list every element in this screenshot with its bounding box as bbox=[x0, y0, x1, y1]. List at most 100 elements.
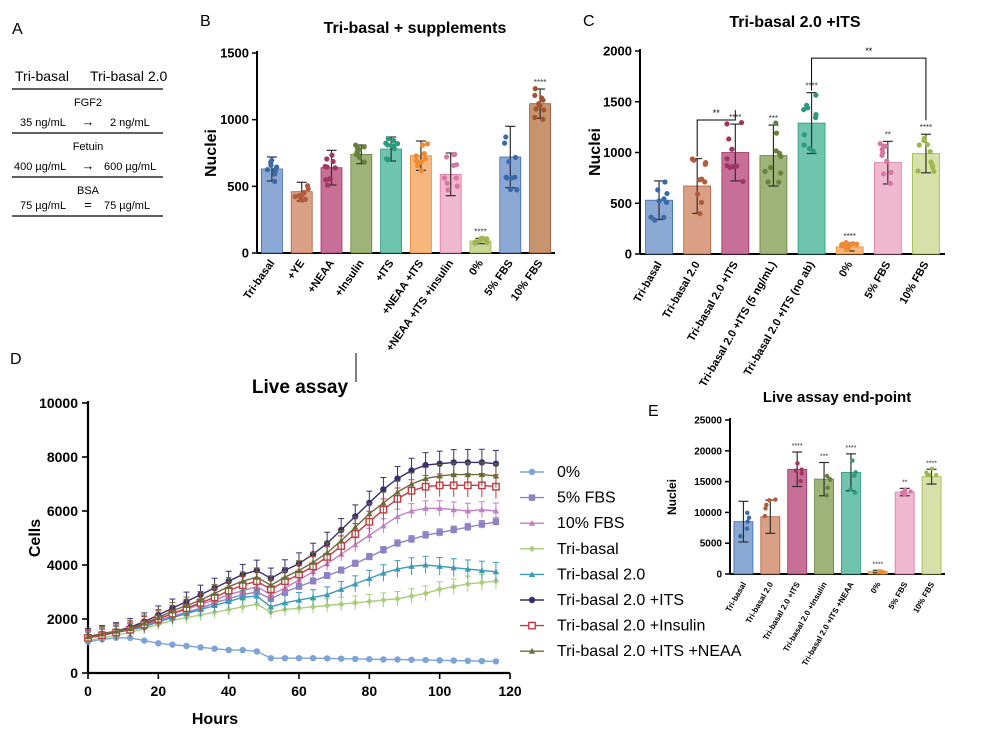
data-point bbox=[464, 657, 471, 665]
data-point bbox=[540, 116, 546, 122]
data-point bbox=[767, 498, 772, 503]
data-point bbox=[506, 159, 512, 165]
data-point bbox=[484, 240, 490, 246]
data-point bbox=[356, 154, 362, 160]
table-row-left: 400 µg/mL bbox=[14, 161, 66, 173]
data-point bbox=[325, 182, 331, 188]
data-point bbox=[745, 519, 750, 524]
data-point bbox=[450, 583, 457, 590]
data-point bbox=[698, 199, 705, 205]
data-point bbox=[322, 163, 328, 170]
panel-letter: E bbox=[648, 403, 659, 420]
data-point bbox=[528, 596, 536, 604]
data-point bbox=[661, 214, 667, 220]
data-point bbox=[450, 657, 457, 664]
data-point bbox=[436, 472, 443, 479]
data-point bbox=[323, 549, 331, 556]
data-point bbox=[327, 176, 334, 182]
table-col-left: Tri-basal bbox=[15, 68, 69, 84]
data-point bbox=[211, 590, 218, 596]
data-point bbox=[514, 187, 520, 193]
data-point bbox=[366, 598, 373, 605]
data-point bbox=[764, 502, 769, 507]
data-point bbox=[418, 168, 424, 174]
data-point bbox=[272, 171, 278, 177]
data-point bbox=[338, 526, 345, 534]
bar-chart-b: B Tri-basal + supplements Nuclei 0 500 1000 15… bbox=[200, 13, 555, 354]
series-line bbox=[87, 580, 497, 642]
data-point bbox=[813, 112, 819, 118]
data-point bbox=[394, 565, 401, 572]
data-point bbox=[839, 243, 845, 249]
bar bbox=[380, 148, 403, 254]
data-point bbox=[366, 656, 373, 663]
table-row-right: 2 ng/mL bbox=[110, 117, 150, 129]
legend-item: 10% FBS bbox=[520, 515, 625, 532]
data-point bbox=[478, 657, 486, 665]
data-point bbox=[394, 475, 401, 482]
table-row-name: BSA bbox=[77, 185, 100, 197]
data-point bbox=[338, 537, 345, 544]
data-point bbox=[422, 475, 429, 482]
y-tick-label: 1500 bbox=[603, 94, 632, 109]
category-label: Tri-basal bbox=[632, 260, 665, 305]
data-point bbox=[445, 187, 451, 193]
data-point bbox=[380, 499, 387, 506]
data-point bbox=[169, 641, 176, 648]
data-point bbox=[464, 580, 471, 588]
category-label: 0% bbox=[869, 581, 883, 596]
y-axis-label: Cells bbox=[27, 519, 44, 557]
data-point bbox=[507, 186, 514, 192]
data-point bbox=[422, 156, 428, 162]
data-point bbox=[323, 177, 329, 183]
data-point bbox=[773, 497, 778, 502]
data-point bbox=[309, 603, 317, 611]
data-point bbox=[924, 470, 929, 475]
table-row-name: Fetuin bbox=[73, 141, 104, 153]
category-label: Tri-basal 2.0 bbox=[744, 580, 775, 625]
data-point bbox=[908, 489, 913, 494]
data-point bbox=[413, 153, 419, 159]
data-point bbox=[450, 459, 457, 466]
significance-label: **** bbox=[920, 123, 932, 132]
data-point bbox=[850, 458, 855, 463]
data-point bbox=[528, 648, 536, 654]
data-point bbox=[380, 596, 387, 604]
data-point bbox=[689, 156, 695, 162]
data-point bbox=[727, 164, 733, 171]
charts-layer: B Tri-basal + supplementsNuclei0500100015… bbox=[10, 13, 945, 728]
data-point bbox=[852, 490, 858, 495]
data-point bbox=[532, 86, 538, 92]
data-point bbox=[798, 478, 803, 484]
data-point bbox=[264, 167, 271, 173]
x-tick-label: 20 bbox=[151, 683, 167, 699]
data-point bbox=[436, 586, 443, 593]
data-point bbox=[422, 532, 429, 539]
series-7 bbox=[84, 462, 500, 644]
data-point bbox=[127, 634, 134, 642]
data-point bbox=[267, 603, 275, 610]
significance-label: *** bbox=[820, 454, 828, 461]
data-point bbox=[532, 92, 538, 98]
data-point bbox=[454, 183, 460, 189]
data-point bbox=[795, 461, 800, 466]
data-point bbox=[450, 471, 457, 478]
data-point bbox=[528, 520, 536, 526]
x-tick-label: 0 bbox=[84, 683, 92, 699]
y-tick-label: 0 bbox=[716, 570, 722, 581]
data-point bbox=[768, 164, 774, 171]
data-point bbox=[664, 190, 670, 197]
significance-bracket bbox=[696, 110, 736, 157]
data-point bbox=[366, 532, 373, 538]
x-tick-label: 60 bbox=[291, 683, 307, 699]
arrow-icon: → bbox=[82, 114, 95, 129]
data-point bbox=[655, 187, 661, 193]
data-point bbox=[338, 567, 345, 574]
category-label: Tri-basal 2.0 bbox=[661, 260, 703, 321]
data-point bbox=[740, 178, 746, 185]
data-point bbox=[508, 175, 515, 181]
data-point bbox=[267, 654, 275, 662]
y-tick-label: 0 bbox=[242, 246, 249, 261]
data-point bbox=[464, 507, 471, 514]
significance-label: **** bbox=[872, 561, 883, 568]
